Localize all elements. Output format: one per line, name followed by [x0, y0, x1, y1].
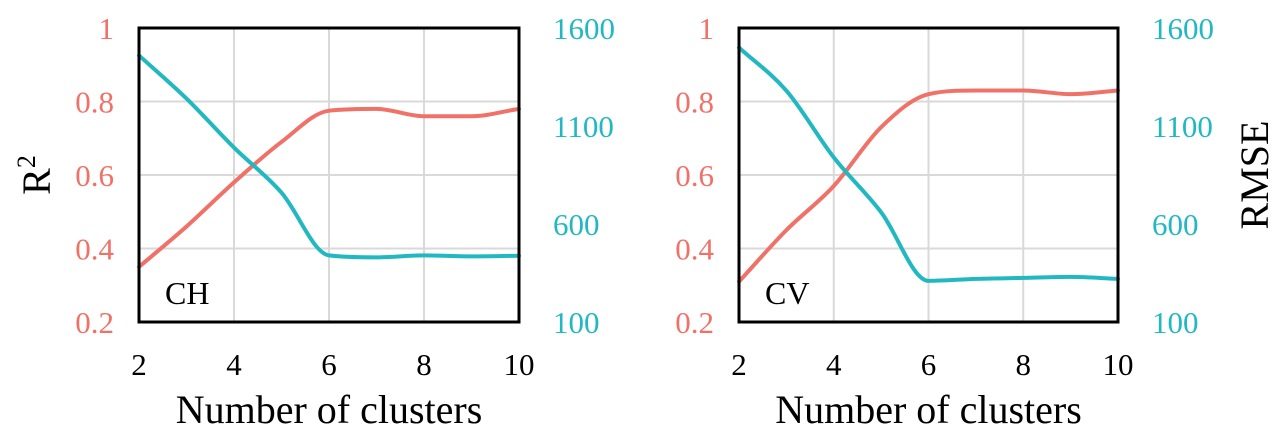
x-tick-label: 8	[416, 347, 432, 382]
y-right-tick-label: 600	[553, 207, 600, 242]
y-left-tick-label: 0.6	[675, 158, 714, 193]
chart-panel-cv: 2 4 6 8 100.20.40.60.8110060011001600Number …	[675, 11, 1214, 432]
series-line-r2	[137, 106, 521, 269]
y-left-tick-label: 0.8	[75, 85, 114, 120]
y-left-tick-label: 0.6	[75, 158, 114, 193]
x-tick-label: 6	[321, 347, 337, 382]
y-right-tick-label: 600	[1152, 207, 1199, 242]
series-line-rmse	[137, 53, 521, 260]
y-right-tick-label: 100	[1152, 305, 1199, 340]
y-right-tick-label: 1100	[1152, 109, 1213, 144]
x-tick-label: 4	[226, 347, 242, 382]
x-tick-label: 6	[921, 347, 937, 382]
y-left-tick-label: 1	[699, 11, 715, 46]
x-axis-title: Number of clusters	[775, 387, 1082, 432]
left-axis-title: R2	[12, 155, 59, 195]
y-right-tick-label: 1600	[1152, 11, 1214, 46]
right-axis-title: RMSE	[1232, 121, 1277, 230]
y-left-tick-label: 0.4	[675, 232, 714, 267]
panel-label: CV	[765, 275, 809, 311]
series-line-r2	[737, 88, 1120, 284]
y-left-tick-label: 0.2	[75, 305, 114, 340]
y-left-tick-label: 0.4	[75, 232, 114, 267]
left-axis-title-sup: 2	[12, 155, 41, 168]
y-right-tick-label: 100	[553, 305, 600, 340]
left-axis-title-base: R	[14, 168, 59, 195]
x-tick-label: 4	[826, 347, 842, 382]
series-line-rmse	[737, 45, 1120, 283]
x-tick-label: 8	[1016, 347, 1032, 382]
panel-label: CH	[165, 275, 209, 311]
x-tick-label: 10	[1103, 347, 1134, 382]
x-tick-label: 2	[731, 347, 747, 382]
x-tick-label: 10	[504, 347, 535, 382]
x-tick-label: 2	[131, 347, 147, 382]
plot-frame	[137, 26, 521, 324]
x-axis-title: Number of clusters	[176, 387, 483, 432]
y-left-tick-label: 0.2	[675, 305, 714, 340]
chart-panel-ch: 2 4 6 8 100.20.40.60.8110060011001600Number …	[75, 11, 615, 432]
y-right-tick-label: 1600	[553, 11, 615, 46]
y-left-tick-label: 1	[99, 11, 115, 46]
y-right-tick-label: 1100	[553, 109, 614, 144]
plot-frame	[737, 26, 1120, 324]
y-left-tick-label: 0.8	[675, 85, 714, 120]
chart-panels: 2 4 6 8 100.20.40.60.8110060011001600Number …	[75, 11, 1214, 432]
